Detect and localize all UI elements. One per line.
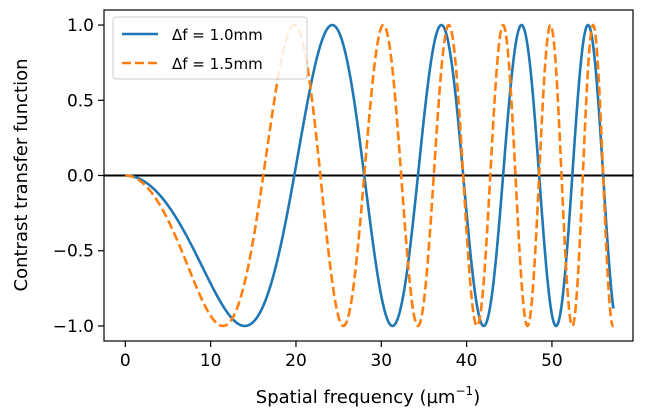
x-tick-label: 40 (456, 351, 478, 371)
series-line-1 (125, 23, 615, 328)
x-tick-label: 30 (370, 351, 392, 371)
legend-label-series-1: Δf = 1.0mm (172, 26, 263, 44)
y-tick-label: −1.0 (53, 317, 94, 337)
x-tick-label: 50 (541, 351, 563, 371)
y-axis-label: Contrast transfer function (11, 59, 32, 292)
y-tick-label: 0.0 (67, 167, 94, 187)
x-axis-label: Spatial frequency (µm−1) (256, 384, 480, 408)
x-tick-label: 10 (200, 351, 222, 371)
x-tick-label: 20 (285, 351, 307, 371)
y-tick-label: −0.5 (53, 242, 94, 262)
y-tick-label: 0.5 (67, 91, 94, 111)
x-axis-label-superscript: −1 (455, 384, 473, 398)
series-line-2 (125, 23, 615, 328)
y-tick-label: 1.0 (67, 16, 94, 36)
x-tick-label: 0 (120, 351, 131, 371)
legend-box (112, 16, 308, 80)
legend: Δf = 1.0mm Δf = 1.5mm (112, 16, 308, 80)
legend-label-series-2: Δf = 1.5mm (172, 55, 263, 73)
